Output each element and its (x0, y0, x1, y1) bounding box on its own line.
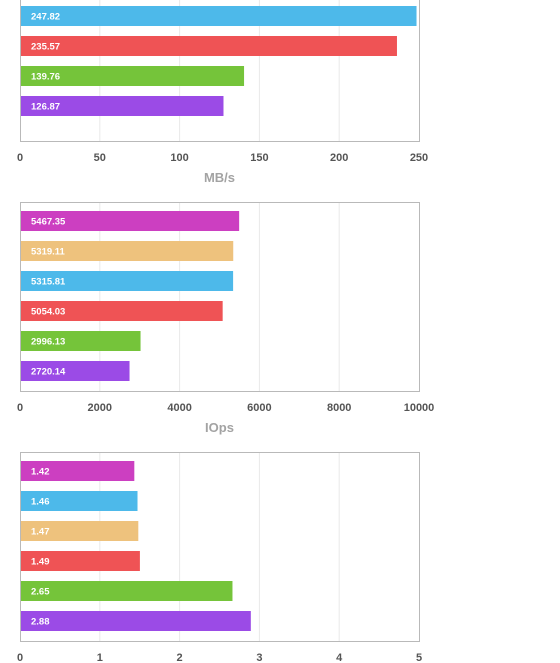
bar (21, 461, 135, 481)
x-axis-title: MB/s (204, 170, 235, 185)
bar-value-label: 2996.13 (31, 337, 65, 348)
x-tick-label: 50 (94, 152, 106, 164)
x-tick-label: 200 (330, 152, 348, 164)
bar (21, 301, 223, 321)
x-tick-label: 250 (410, 152, 428, 164)
x-tick-label: 0 (17, 402, 23, 414)
bar (21, 66, 245, 86)
x-tick-label: 1 (97, 652, 103, 663)
bar-value-label: 5315.81 (31, 277, 66, 288)
x-tick-label: 6000 (247, 402, 271, 414)
bar-value-label: 5319.11 (31, 247, 66, 258)
x-tick-label: 10000 (404, 402, 435, 414)
bar (21, 491, 138, 511)
bar-value-label: 1.49 (31, 557, 50, 568)
x-tick-label: 5 (416, 652, 422, 663)
plot-frame (20, 452, 420, 642)
bar (21, 96, 224, 116)
bar (21, 36, 397, 56)
x-tick-label: 0 (17, 152, 23, 164)
bar-value-label: 139.76 (31, 72, 60, 83)
bar-value-label: 235.57 (31, 42, 60, 53)
bar (21, 521, 139, 541)
bar-value-label: 2.88 (31, 617, 50, 628)
bar-value-label: 1.42 (31, 467, 50, 478)
x-tick-label: 4000 (167, 402, 191, 414)
bar (21, 6, 417, 26)
bar-value-label: 1.46 (31, 497, 50, 508)
bar (21, 361, 130, 381)
bar-value-label: 2.65 (31, 587, 50, 598)
x-tick-label: 2000 (88, 402, 112, 414)
bar (21, 211, 240, 231)
x-tick-label: 4 (336, 652, 343, 663)
x-axis-title: IOps (205, 420, 234, 435)
bar (21, 611, 251, 631)
plot-frame (20, 202, 420, 392)
x-tick-label: 100 (170, 152, 188, 164)
bar-value-label: 2720.14 (31, 367, 66, 378)
x-tick-label: 3 (256, 652, 262, 663)
x-tick-label: 150 (250, 152, 268, 164)
bar-value-label: 126.87 (31, 102, 60, 113)
x-tick-label: 0 (17, 652, 23, 663)
bar-value-label: 247.82 (31, 12, 60, 23)
x-tick-label: 8000 (327, 402, 351, 414)
bar-value-label: 5054.03 (31, 307, 65, 318)
bar (21, 581, 233, 601)
bar (21, 551, 140, 571)
plot-frame (20, 0, 420, 142)
bar (21, 331, 141, 351)
x-tick-label: 2 (177, 652, 183, 663)
bar (21, 271, 234, 291)
bar (21, 241, 234, 261)
bar-value-label: 5467.35 (31, 217, 66, 228)
bar-value-label: 1.47 (31, 527, 50, 538)
